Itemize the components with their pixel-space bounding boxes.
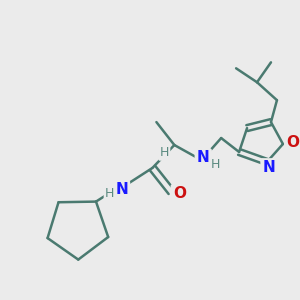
Text: H: H	[160, 146, 169, 160]
Text: H: H	[211, 158, 220, 171]
Text: O: O	[173, 186, 186, 201]
Text: N: N	[115, 182, 128, 197]
Text: N: N	[197, 151, 210, 166]
Text: O: O	[286, 134, 299, 149]
Text: N: N	[262, 160, 275, 175]
Text: H: H	[105, 187, 114, 200]
